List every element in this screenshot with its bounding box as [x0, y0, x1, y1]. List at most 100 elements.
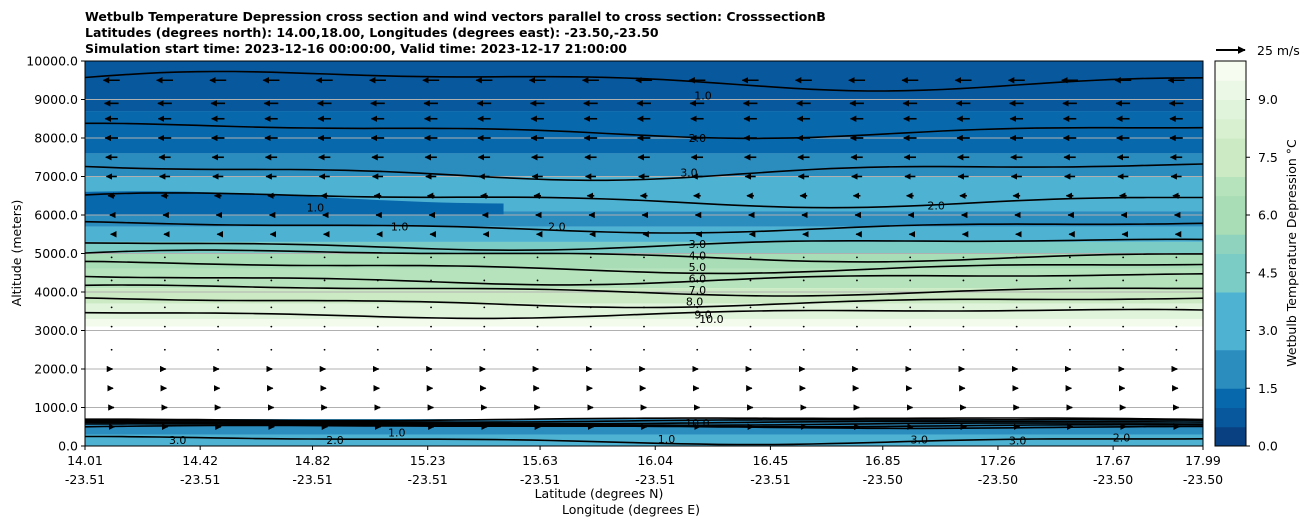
contour-label-1: 2.0 — [689, 132, 707, 145]
fill-band-7 — [85, 253, 1203, 269]
contour-line-8 — [85, 273, 1203, 286]
contour-line-1 — [85, 122, 1203, 140]
wind-vector-11-4 — [323, 306, 326, 309]
wind-vector-12-15 — [909, 325, 912, 328]
wind-vector-9-12 — [749, 256, 752, 259]
wind-vector-13-8 — [536, 348, 539, 351]
wind-vector-12-5 — [376, 325, 379, 328]
wind-vector-12-9 — [589, 325, 592, 328]
wind-vector-9-10 — [643, 256, 645, 259]
x-tick-lat-2: 14.82 — [295, 453, 331, 468]
colorbar-bands — [1215, 61, 1246, 447]
wind-vector-13-11 — [696, 348, 699, 351]
y-axis-ticks: 0.0 1000.0 2000.0 3000.0 4000.0 5000.0 6000.0 7… — [26, 54, 85, 454]
wind-vector-13-3 — [270, 348, 273, 351]
wind-vector-12-8 — [536, 325, 539, 328]
contour-label-13: 2.0 — [548, 221, 566, 234]
y-tick-label-7: 7000.0 — [34, 169, 78, 184]
wind-vector-11-7 — [483, 306, 486, 309]
x-tick-lat-9: 17.67 — [1095, 453, 1131, 468]
chart-title-line-2: Latitudes (degrees north): 14.00,18.00, … — [85, 25, 659, 40]
wind-vector-9-1 — [163, 256, 166, 259]
wind-vector-12-12 — [749, 325, 752, 328]
y-tick-label-2: 2000.0 — [34, 362, 78, 377]
colorbar-band-16 — [1215, 118, 1246, 139]
colorbar-band-10 — [1215, 234, 1246, 254]
contour-line-11 — [85, 308, 1203, 320]
colorbar-tick-label-6: 9.0 — [1258, 92, 1278, 107]
wind-vector-10-9 — [589, 279, 592, 282]
wind-vector-11-6 — [430, 306, 432, 309]
y-tick-label-3: 3000.0 — [34, 323, 78, 338]
colorbar-band-12 — [1215, 195, 1246, 216]
chart-title-line-1: Wetbulb Temperature Depression cross sec… — [85, 9, 826, 24]
wind-vector-13-4 — [323, 348, 326, 351]
wind-vector-11-14 — [856, 306, 858, 309]
fill-band-clear — [85, 326, 1203, 420]
wind-vector-10-8 — [536, 279, 539, 282]
x-tick-lon-6: -23.51 — [750, 472, 790, 487]
wind-vector-13-16 — [962, 348, 965, 351]
fill-band-6 — [85, 241, 1203, 254]
wind-vector-9-0 — [110, 256, 113, 259]
wind-vector-9-5 — [376, 256, 379, 259]
wind-vector-12-18 — [1069, 325, 1071, 328]
colorbar-band-7 — [1215, 292, 1246, 312]
wind-vector-10-2 — [217, 279, 219, 282]
wind-vector-10-3 — [270, 279, 273, 282]
wind-vector-10-16 — [962, 279, 965, 282]
x-tick-lon-0: -23.51 — [65, 472, 105, 487]
x-axis-ticks: 14.01 -23.51 14.42 -23.51 14.82 -23.51 15.23 -2… — [65, 446, 1223, 487]
contour-label-5: 5.0 — [689, 261, 707, 274]
wind-vector-13-18 — [1069, 348, 1071, 351]
x-tick-lon-2: -23.51 — [292, 472, 332, 487]
colorbar-band-15 — [1215, 138, 1246, 158]
x-tick-lat-3: 15.23 — [410, 453, 446, 468]
colorbar-band-19 — [1215, 61, 1246, 81]
y-tick-label-9: 9000.0 — [34, 92, 78, 107]
x-tick-lat-6: 16.45 — [753, 453, 789, 468]
wind-vector-10-13 — [802, 279, 805, 282]
wind-vector-11-0 — [110, 306, 113, 309]
colorbar-tick-label-3: 4.5 — [1258, 265, 1278, 280]
wind-vector-10-0 — [110, 279, 113, 282]
colorbar: 0.0 1.5 3.0 4.5 6.0 7.5 9.0 Wetbulb Temperatur… — [1214, 60, 1299, 454]
fill-band-11 — [85, 318, 1203, 327]
wind-vector-10-11 — [696, 279, 699, 282]
wind-vector-12-11 — [696, 325, 699, 328]
contour-surface-low — [85, 435, 1203, 446]
wind-vector-11-16 — [962, 306, 965, 309]
wind-vector-10-17 — [1015, 279, 1018, 282]
contour-label-12: 1.0 — [391, 221, 409, 234]
contour-labels: 1.02.03.03.04.05.06.07.08.09.010.01.01.0… — [169, 90, 1130, 448]
contour-label-21: 3.0 — [1009, 435, 1027, 448]
x-tick-lon-7: -23.50 — [863, 472, 903, 487]
contour-label-14: 2.0 — [927, 199, 945, 212]
x-tick-lon-1: -23.51 — [180, 472, 220, 487]
wind-vector-11-3 — [270, 306, 273, 309]
wind-vector-10-12 — [749, 279, 752, 282]
wind-vector-10-20 — [1175, 279, 1178, 282]
contour-label-2: 3.0 — [680, 167, 698, 180]
wind-vector-11-10 — [643, 306, 645, 309]
colorbar-band-18 — [1215, 80, 1246, 100]
wind-vector-11-13 — [802, 306, 805, 309]
x-axis-label-latitude: Latitude (degrees N) — [535, 486, 664, 501]
wind-vector-11-12 — [749, 306, 752, 309]
wind-vector-11-1 — [163, 306, 166, 309]
x-tick-lat-5: 16.04 — [637, 453, 673, 468]
wind-vector-12-17 — [1015, 325, 1018, 328]
colorbar-band-0 — [1215, 426, 1246, 447]
x-tick-lat-8: 17.26 — [980, 453, 1016, 468]
wind-vector-11-5 — [376, 306, 379, 309]
x-tick-lon-8: -23.50 — [978, 472, 1018, 487]
wind-vector-12-0 — [110, 325, 113, 328]
fill-band-1 — [85, 111, 1203, 154]
y-tick-label-8: 8000.0 — [34, 131, 78, 146]
wind-key-label: 25 m/s — [1257, 43, 1300, 58]
colorbar-band-1 — [1215, 407, 1246, 428]
wind-vector-12-7 — [483, 325, 486, 328]
wind-vector-10-1 — [163, 279, 166, 282]
contour-label-6: 6.0 — [689, 273, 707, 286]
